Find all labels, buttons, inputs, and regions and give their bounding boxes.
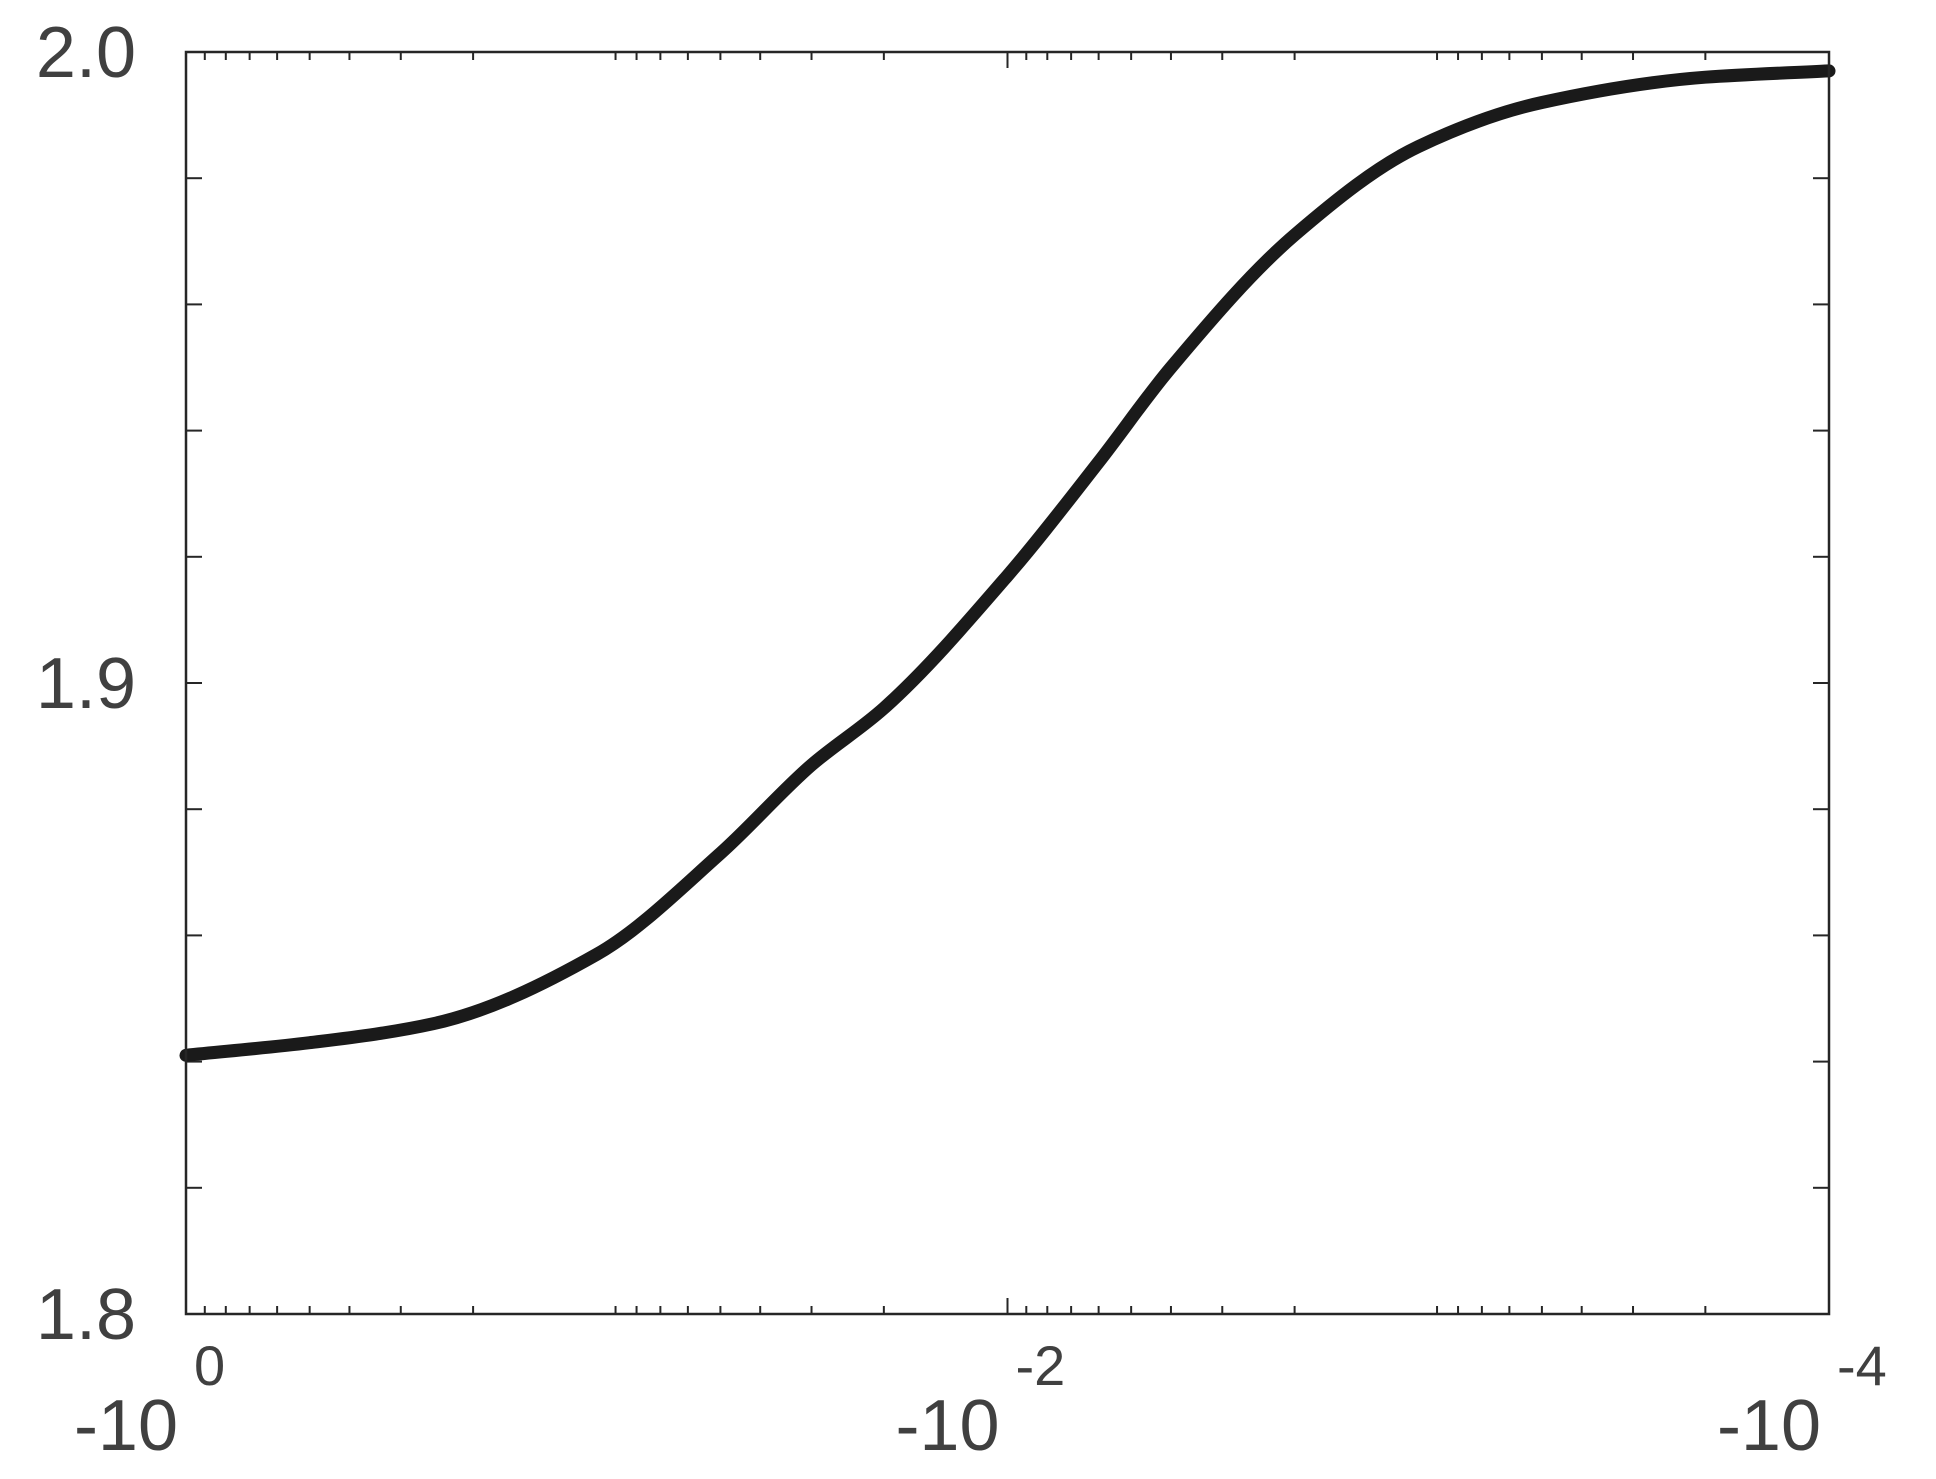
x-tick-label: -10 [74, 1386, 178, 1466]
x-tick-labels: -10 0 -10 -2 -10 -4 [74, 1334, 1887, 1466]
y-tick-label: 1.9 [36, 644, 136, 724]
x-tick-label: -10 [895, 1386, 999, 1466]
x-tick-exponent: -2 [1016, 1334, 1066, 1397]
y-tick-label: 2.0 [36, 13, 136, 93]
y-tick-labels: 1.8 1.9 2.0 [36, 13, 136, 1355]
x-tick-label: -10 [1717, 1386, 1821, 1466]
x-tick-exponent: -4 [1837, 1334, 1887, 1397]
x-tick-exponent: 0 [194, 1334, 225, 1397]
y-tick-label: 1.8 [36, 1275, 136, 1355]
series-line [179, 64, 1836, 1062]
plot-frame [184, 50, 1831, 1316]
axis-ticks [185, 51, 1830, 1315]
